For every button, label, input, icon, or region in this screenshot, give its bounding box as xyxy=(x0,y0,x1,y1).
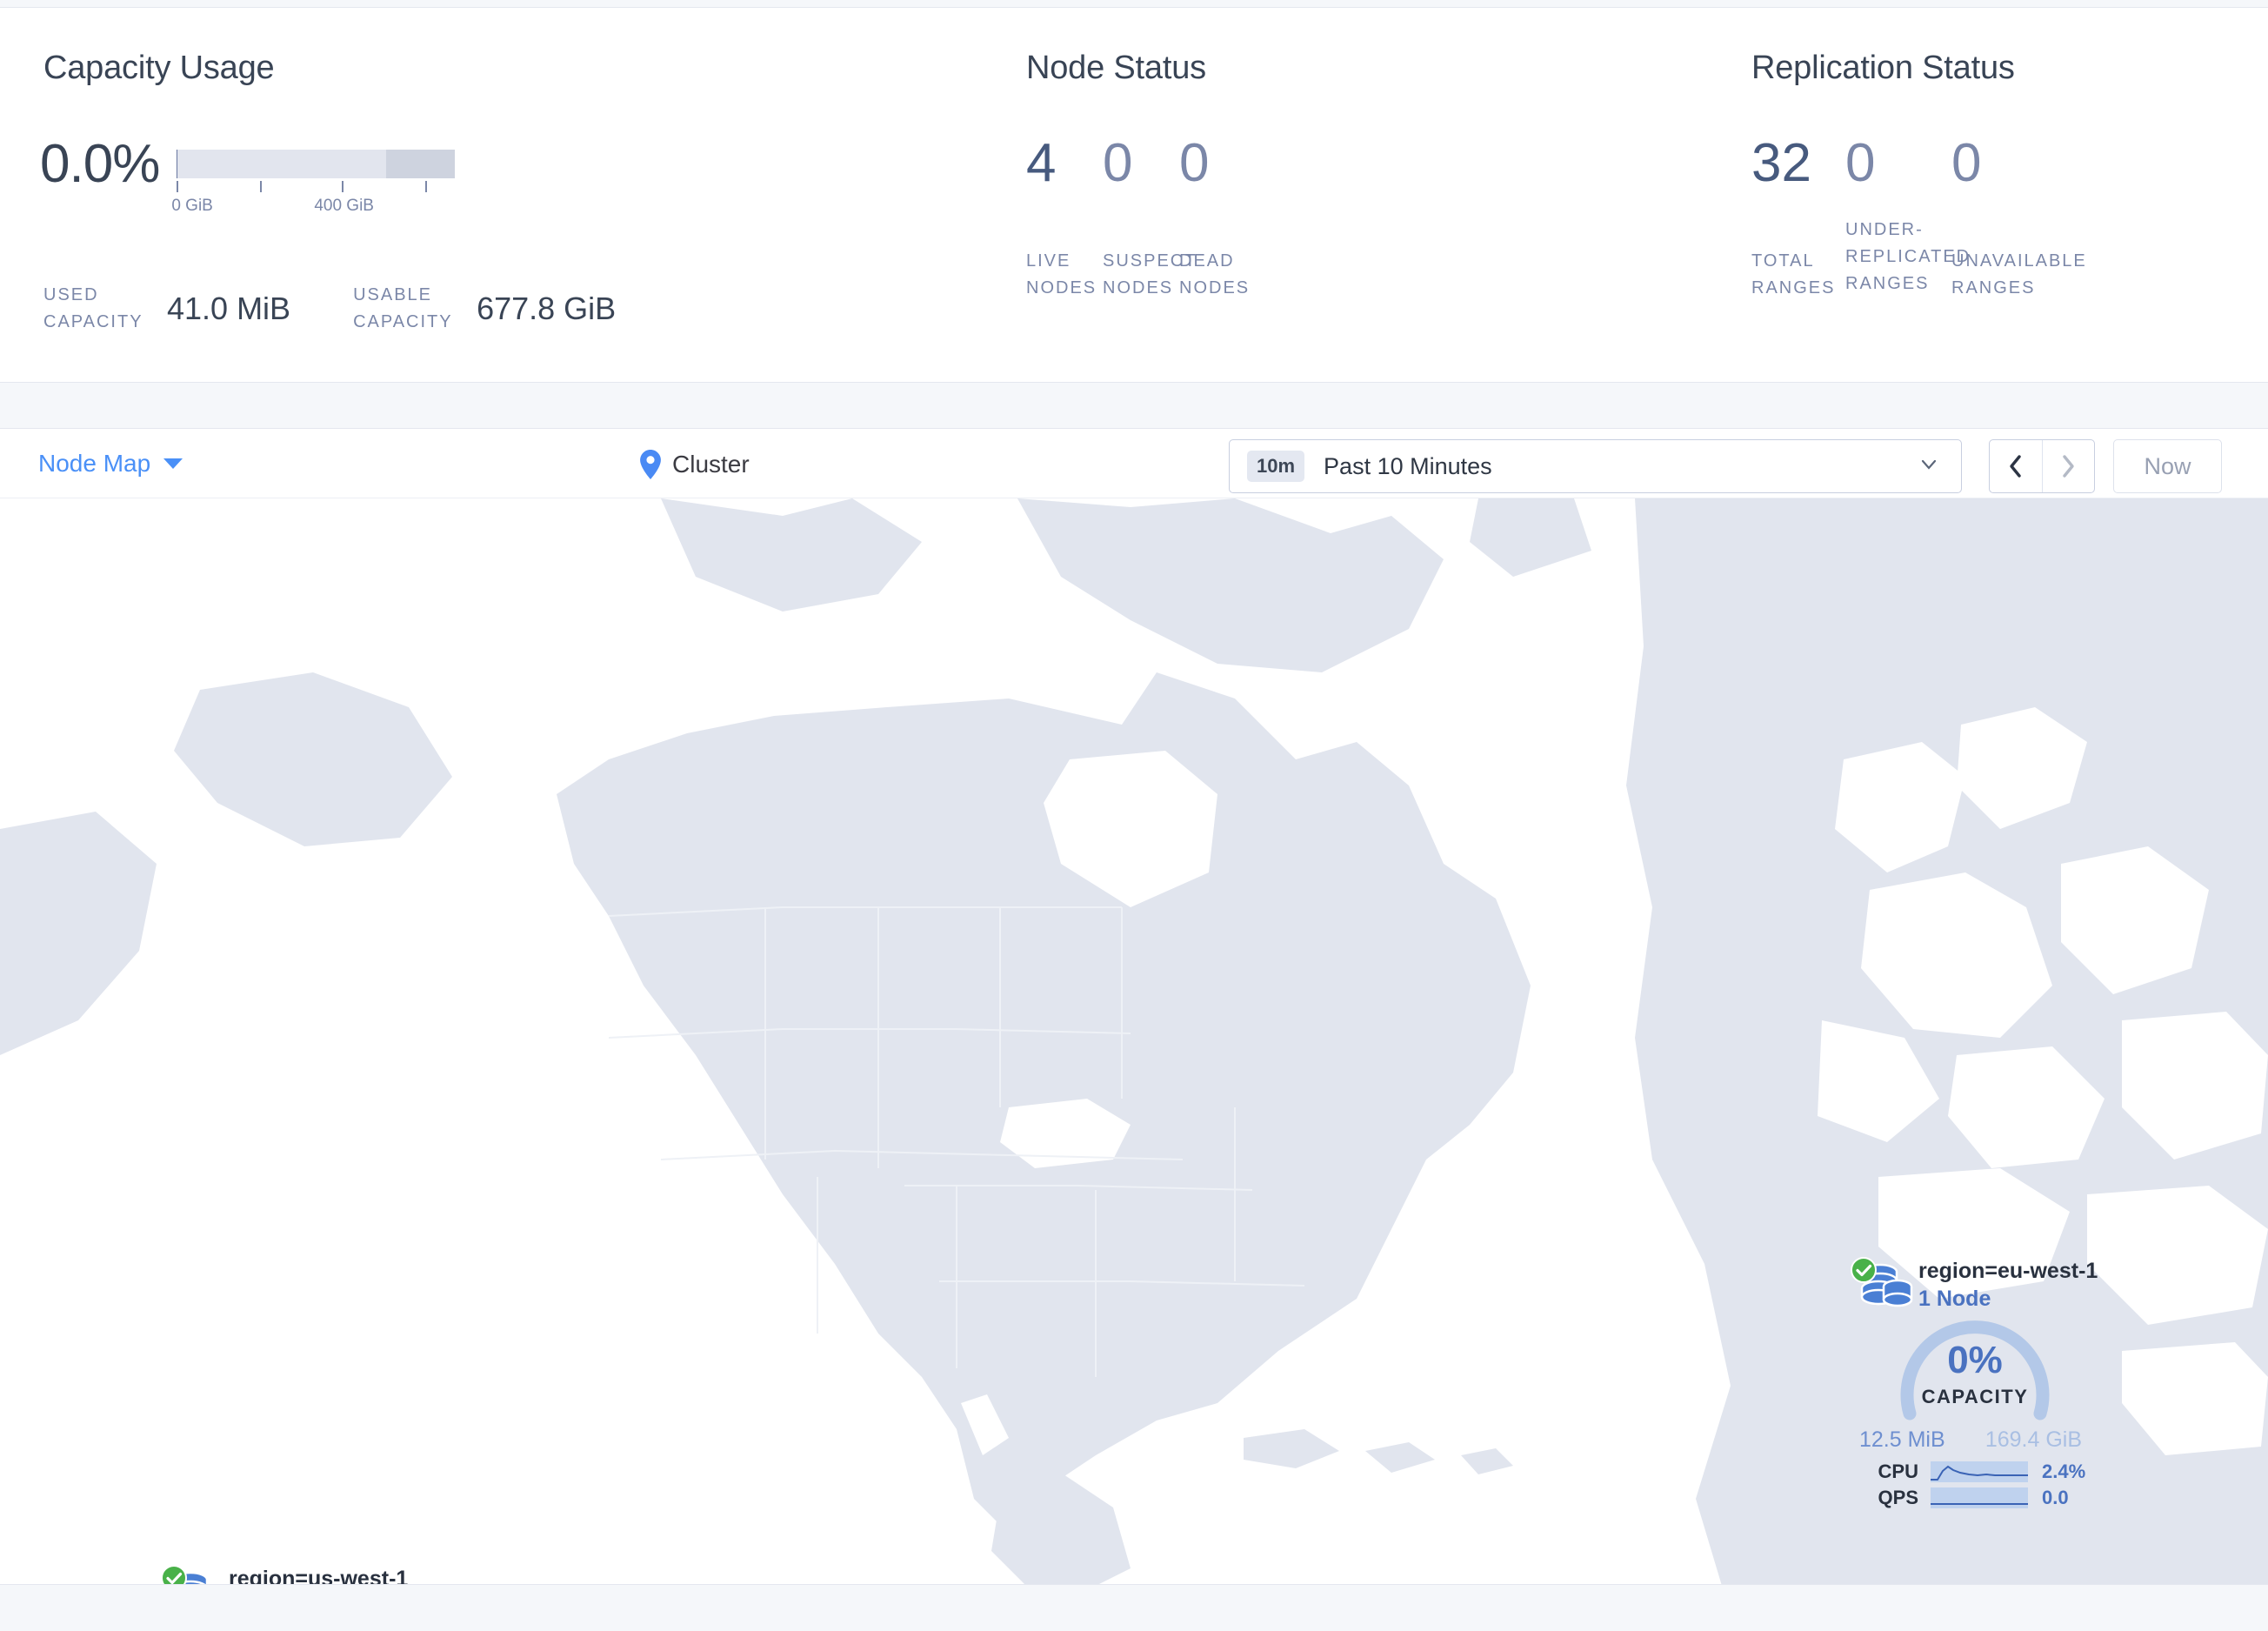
metric-dead-nodes: 0 DEAD NODES xyxy=(1179,130,1266,302)
capacity-gauge-arc: 0% CAPACITY xyxy=(1884,1316,2066,1422)
metric-unavailable-ranges: 0 UNAVAILABLE RANGES xyxy=(1951,130,2108,302)
locality-marker-eu-west-1[interactable]: region=eu-west-1 1 Node 0% CAPACITY 12.5… xyxy=(1851,1257,2129,1511)
usable-capacity-value: 677.8 GiB xyxy=(477,291,617,326)
time-next-button[interactable] xyxy=(2041,440,2095,492)
chevron-down-icon xyxy=(1921,459,1937,470)
node-status-panel: Node Status 4 LIVE NODES 0 SUSPECT NODES… xyxy=(991,8,1713,382)
capacity-bar-reserved xyxy=(386,150,456,178)
chevron-down-icon xyxy=(163,458,183,469)
locality-name: region=us-west-1 xyxy=(229,1567,409,1585)
cpu-value: 2.4% xyxy=(2042,1461,2086,1482)
replication-status-panel: Replication Status 32 TOTAL RANGES 0 UND… xyxy=(1713,8,2268,382)
locality-metrics: CPU 2.4% QPS 0.0 xyxy=(1851,1459,2129,1511)
dead-nodes-label: DEAD NODES xyxy=(1179,251,1251,297)
chevron-left-icon xyxy=(2010,455,2021,478)
summary-card: Capacity Usage 0.0% 0 GiB 400 GiB xyxy=(0,7,2268,383)
location-pin-icon xyxy=(640,450,661,479)
time-range-selector[interactable]: 10m Past 10 Minutes xyxy=(1229,439,1962,493)
used-capacity-label: USED CAPACITY xyxy=(43,285,143,331)
breadcrumb-label: Cluster xyxy=(672,451,750,478)
node-status-metrics: 4 LIVE NODES 0 SUSPECT NODES 0 DEAD NODE… xyxy=(1026,130,1266,302)
metric-under-replicated-ranges: 0 UNDER-REPLICATED RANGES xyxy=(1845,130,1969,302)
total-ranges-value: 32 xyxy=(1751,133,1811,193)
dead-nodes-value: 0 xyxy=(1179,133,1210,193)
locality-used-size: 12.5 MiB xyxy=(1859,1427,1945,1452)
cpu-metric-row: CPU 2.4% xyxy=(1873,1459,2129,1485)
locality-sizes: 12.5 MiB 169.4 GiB xyxy=(1851,1427,2129,1454)
time-range-chip: 10m xyxy=(1247,451,1305,482)
total-ranges-label: TOTAL RANGES xyxy=(1751,251,1836,297)
replication-status-metrics: 32 TOTAL RANGES 0 UNDER-REPLICATED RANGE… xyxy=(1751,130,2108,302)
unavailable-ranges-label: UNAVAILABLE RANGES xyxy=(1951,251,2087,297)
world-map-graphic xyxy=(0,498,2268,1584)
capacity-axis-ticks xyxy=(177,181,455,195)
database-stack-icon xyxy=(1860,1263,1913,1307)
node-map-card: Node Map Cluster xyxy=(0,428,2268,1585)
status-ok-check-icon xyxy=(161,1565,187,1584)
qps-label: QPS xyxy=(1878,1487,1918,1508)
capacity-percent-value: 0% xyxy=(1947,1339,2003,1381)
breadcrumb[interactable]: Cluster xyxy=(639,450,750,479)
metric-total-ranges: 32 TOTAL RANGES xyxy=(1751,130,1845,302)
replication-status-title: Replication Status xyxy=(1751,50,2015,86)
under-replicated-value: 0 xyxy=(1845,133,1876,193)
capacity-usage-panel: Capacity Usage 0.0% 0 GiB 400 GiB xyxy=(0,8,991,382)
used-capacity-stat: USED CAPACITY 41.0 MiB xyxy=(43,282,290,336)
suspect-nodes-value: 0 xyxy=(1103,133,1133,193)
capacity-bar xyxy=(177,150,456,178)
locality-header: region=eu-west-1 1 Node xyxy=(1851,1257,2129,1316)
locality-header: region=us-west-1 1 Node xyxy=(161,1565,439,1585)
map-toolbar: Node Map Cluster xyxy=(0,429,2268,498)
capacity-percent: 0.0% xyxy=(40,134,160,194)
locality-total-size: 169.4 GiB xyxy=(1984,1427,2082,1452)
usable-capacity-stat: USABLE CAPACITY 677.8 GiB xyxy=(353,282,616,336)
chevron-right-icon xyxy=(2063,455,2074,478)
locality-name: region=eu-west-1 xyxy=(1918,1259,2098,1283)
capacity-stats: USED CAPACITY 41.0 MiB USABLE CAPACITY 6… xyxy=(43,282,616,336)
locality-marker-us-west-1[interactable]: region=us-west-1 1 Node 0% CAPACITY 12.2… xyxy=(161,1565,439,1585)
capacity-axis-label-1: 400 GiB xyxy=(314,197,374,215)
usable-capacity-label: USABLE CAPACITY xyxy=(353,285,453,331)
capacity-bar-usable xyxy=(177,150,387,178)
unavailable-ranges-value: 0 xyxy=(1951,133,1982,193)
node-status-title: Node Status xyxy=(1026,50,1206,86)
locality-node-count: 1 Node xyxy=(1918,1287,1991,1311)
now-button-label: Now xyxy=(2144,452,2191,479)
live-nodes-value: 4 xyxy=(1026,133,1057,193)
metric-live-nodes: 4 LIVE NODES xyxy=(1026,130,1103,302)
view-selector-label: Node Map xyxy=(38,450,151,477)
view-selector-dropdown[interactable]: Node Map xyxy=(38,450,183,478)
time-previous-button[interactable] xyxy=(1990,440,2042,492)
capacity-axis-labels: 0 GiB 400 GiB xyxy=(171,197,464,215)
qps-metric-row: QPS 0.0 xyxy=(1873,1485,2129,1511)
time-range-label: Past 10 Minutes xyxy=(1324,452,1492,479)
time-nav-buttons xyxy=(1989,439,2095,493)
cpu-sparkline xyxy=(1931,1461,2028,1482)
now-button[interactable]: Now xyxy=(2113,439,2222,493)
metric-suspect-nodes: 0 SUSPECT NODES xyxy=(1103,130,1195,302)
suspect-nodes-label: SUSPECT NODES xyxy=(1103,251,1197,297)
qps-value: 0.0 xyxy=(2042,1487,2069,1508)
cpu-label: CPU xyxy=(1878,1461,1918,1482)
capacity-axis-label-0: 0 GiB xyxy=(171,197,213,215)
map-canvas[interactable]: region=us-west-1 1 Node 0% CAPACITY 12.2… xyxy=(0,498,2268,1585)
capacity-caption: CAPACITY xyxy=(1921,1386,2029,1407)
capacity-usage-title: Capacity Usage xyxy=(43,50,275,86)
status-ok-check-icon xyxy=(1851,1257,1877,1283)
used-capacity-value: 41.0 MiB xyxy=(167,291,291,326)
capacity-gauge: 0.0% 0 GiB 400 GiB xyxy=(40,134,464,215)
under-replicated-label: UNDER-REPLICATED RANGES xyxy=(1845,220,1971,293)
qps-sparkline xyxy=(1931,1487,2028,1508)
live-nodes-label: LIVE NODES xyxy=(1026,251,1097,297)
